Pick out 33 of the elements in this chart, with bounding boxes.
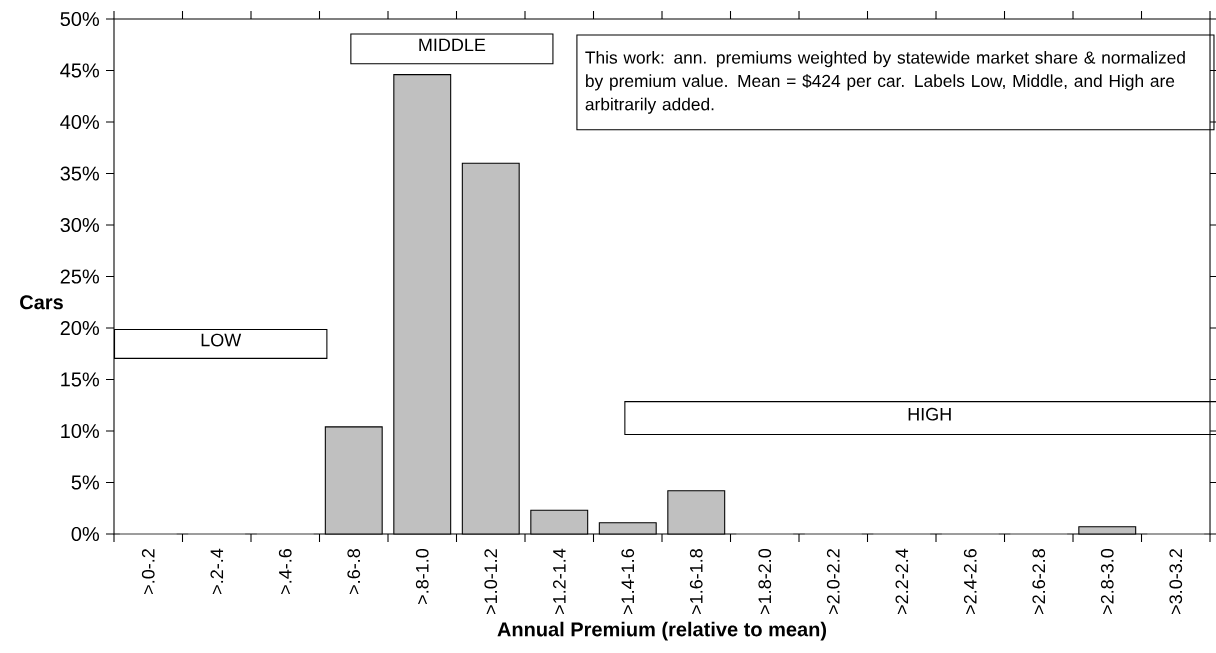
y-tick-label: 45%: [60, 63, 100, 78]
y-tick-label: 5%: [71, 475, 100, 490]
x-tick-label: >2.6-2.8: [1032, 549, 1046, 614]
y-tick-label: 10%: [61, 423, 100, 439]
x-tick-label: >1.6-1.8: [689, 549, 703, 614]
annotation: HIGH: [908, 407, 951, 421]
y-tick-label: 0%: [71, 526, 100, 542]
x-tick-label: >2.0-2.2: [826, 549, 840, 614]
annotation: MIDDLE: [419, 38, 486, 52]
x-tick-label: >.8-1.0: [415, 548, 429, 604]
y-tick-label: 50%: [60, 11, 100, 27]
x-tick-label: >.6-.8: [347, 549, 361, 594]
x-tick-label: >3.0-3.2: [1169, 549, 1183, 614]
x-tick-label: >.0-.2: [141, 549, 155, 594]
y-axis-title: Cars: [20, 295, 63, 310]
y-tick-label: 20%: [60, 320, 100, 336]
x-tick-label: >1.4-1.6: [621, 549, 635, 614]
x-tick-label: >2.4-2.6: [963, 549, 977, 614]
x-tick-label: >.4-.6: [278, 549, 292, 594]
x-tick-label: >2.8-3.0: [1100, 548, 1114, 614]
x-tick-label: >.2-.4: [210, 548, 224, 594]
x-tick-label: >1.0-1.2: [484, 549, 498, 614]
annotation: This work: ann. premiums weighted by statewide market share & normalized by premium value. Mean = $424 per car. Labels Low, Middle, and High are arbitrarily added.: [585, 50, 1185, 114]
y-tick-label: 30%: [60, 217, 100, 233]
y-tick-label: 25%: [60, 269, 100, 284]
y-tick-label: 15%: [61, 372, 100, 387]
annotation: LOW: [201, 333, 242, 347]
x-tick-label: >1.8-2.0: [758, 548, 772, 614]
x-tick-label: >1.2-1.4: [552, 548, 566, 614]
y-tick-label: 40%: [60, 114, 100, 130]
y-tick-label: 35%: [60, 166, 100, 181]
x-axis-title: Annual Premium (relative to mean): [497, 621, 827, 641]
x-tick-label: >2.2-2.4: [895, 548, 909, 614]
